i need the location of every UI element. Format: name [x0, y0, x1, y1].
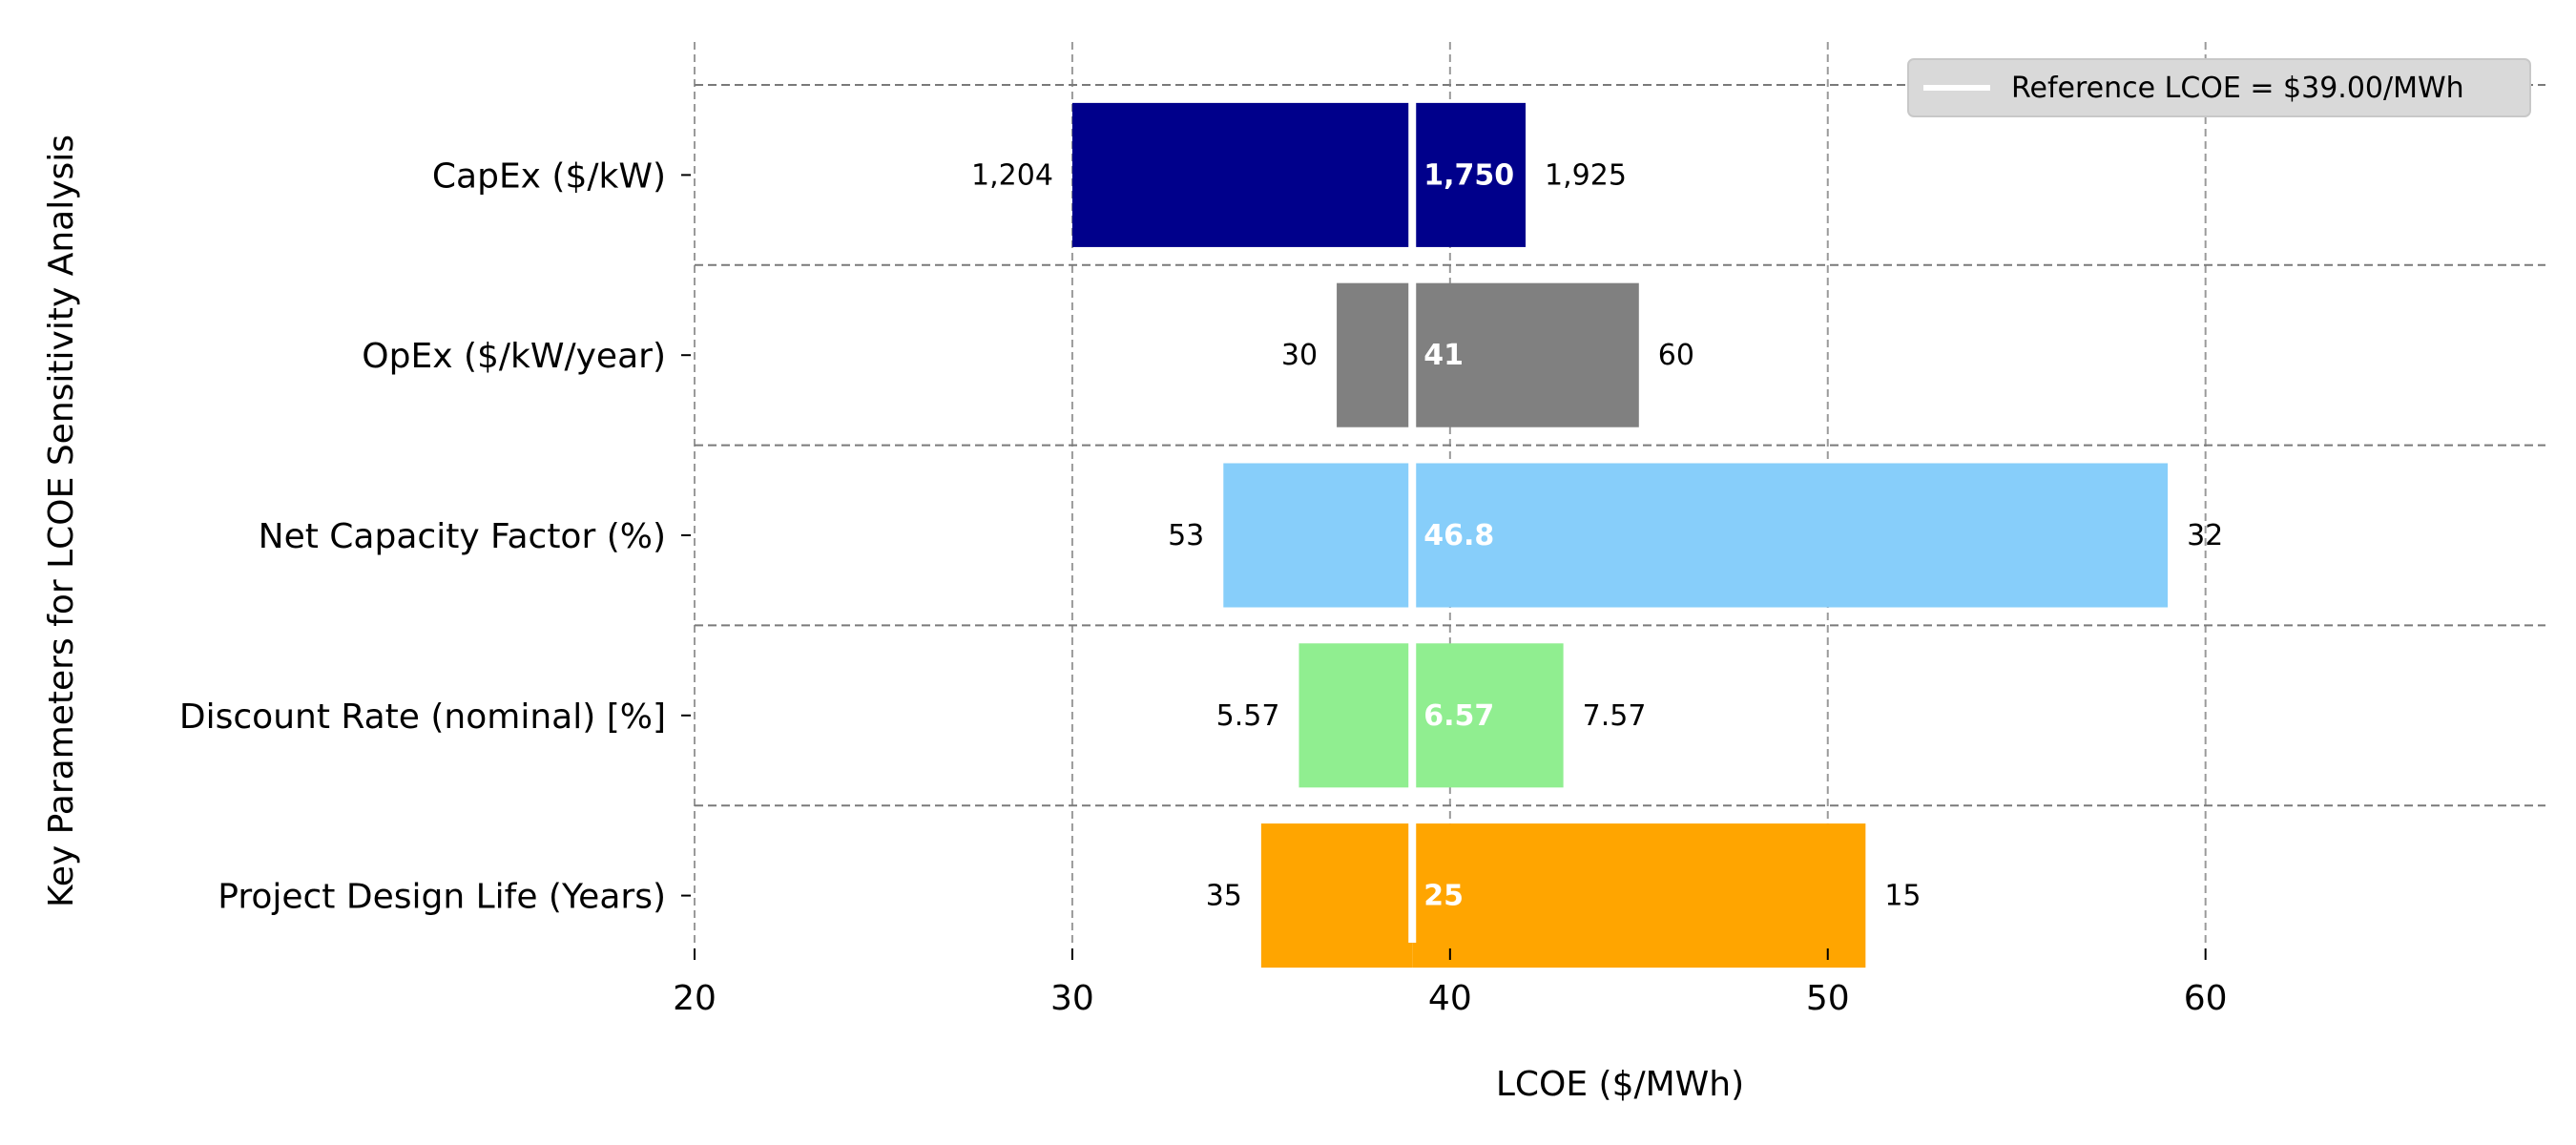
- x-tick-label: 30: [1050, 979, 1094, 1018]
- base-value-label: 1,750: [1423, 158, 1514, 192]
- base-value-label: 25: [1423, 880, 1464, 913]
- legend-box: [1907, 58, 2531, 117]
- axes: CapEx ($/kW) OpEx ($/kW/year) Net Capacity…: [179, 156, 2228, 1018]
- bar-low: [1298, 643, 1413, 788]
- bar-high: [1412, 463, 2169, 608]
- high-value-label: 1,925: [1545, 158, 1627, 192]
- x-tick-label: 40: [1428, 979, 1472, 1018]
- category-label: CapEx ($/kW): [432, 156, 666, 196]
- legend: Reference LCOE = $39.00/MWh: [1907, 58, 2531, 117]
- bar-low: [1260, 823, 1413, 968]
- bar-high: [1412, 102, 1527, 247]
- category-label: Discount Rate (nominal) [%]: [179, 697, 666, 737]
- low-value-label: 5.57: [1216, 699, 1280, 733]
- bar-high: [1412, 823, 1866, 968]
- base-value-label: 41: [1423, 339, 1464, 372]
- category-label: OpEx ($/kW/year): [362, 337, 666, 376]
- bar-low: [1223, 463, 1413, 608]
- bars: [1071, 102, 2169, 968]
- base-value-label: 6.57: [1423, 699, 1494, 733]
- high-value-label: 7.57: [1583, 699, 1647, 733]
- y-axis-title: Key Parameters for LCOE Sensitivity Anal…: [42, 135, 81, 907]
- category-label: Net Capacity Factor (%): [259, 517, 666, 556]
- high-value-label: 15: [1884, 880, 1921, 913]
- high-value-label: 32: [2187, 519, 2223, 552]
- x-tick-label: 60: [2184, 979, 2228, 1018]
- legend-entry: Reference LCOE = $39.00/MWh: [2011, 72, 2464, 105]
- high-value-label: 60: [1658, 339, 1694, 372]
- low-value-label: 53: [1168, 519, 1204, 552]
- low-value-label: 30: [1281, 339, 1318, 372]
- base-value-label: 46.8: [1423, 519, 1494, 552]
- x-axis-title: LCOE ($/MWh): [1496, 1065, 1744, 1104]
- low-value-label: 1,204: [971, 158, 1053, 192]
- x-tick-label: 20: [673, 979, 717, 1018]
- bar-high: [1412, 643, 1564, 788]
- category-label: Project Design Life (Years): [218, 878, 666, 917]
- low-value-label: 35: [1206, 880, 1242, 913]
- bar-low: [1071, 102, 1413, 247]
- bar-low: [1337, 282, 1413, 427]
- labels: 1,204 1,925 1,750 30 60 41 53 32 46.8 5.57 7.57 6.5…: [971, 158, 2223, 912]
- x-tick-label: 50: [1806, 979, 1850, 1018]
- bar-high: [1412, 282, 1639, 427]
